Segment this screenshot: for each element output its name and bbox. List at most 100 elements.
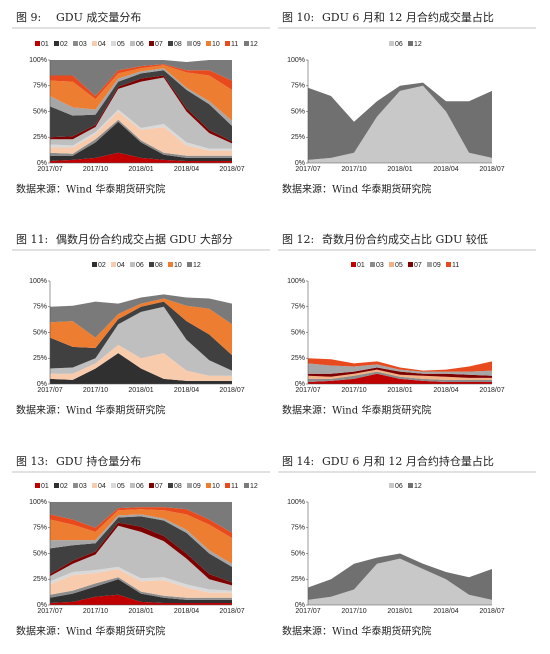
legend-swatch — [408, 41, 413, 46]
figure-label: 图 10: — [282, 11, 314, 24]
y-tick-label: 75% — [291, 83, 305, 90]
x-tick-label: 2018/04 — [433, 387, 458, 394]
area-series — [50, 60, 232, 97]
legend-swatch — [370, 262, 375, 267]
x-tick-label: 2018/07 — [219, 608, 244, 615]
source-note: 数据来源：Wind 华泰期货研究院 — [16, 625, 165, 638]
x-tick-label: 2017/10 — [83, 608, 108, 615]
x-tick-label: 2018/01 — [128, 387, 153, 394]
legend-swatch — [225, 483, 230, 488]
y-tick-label: 25% — [291, 355, 305, 362]
x-tick-label: 2018/04 — [174, 608, 199, 615]
legend-swatch — [54, 483, 59, 488]
area-series — [50, 109, 232, 151]
y-tick-label: 75% — [33, 525, 47, 532]
area-series — [50, 566, 232, 593]
figure-label: 图 9: — [16, 11, 41, 24]
x-tick-label: 2018/07 — [479, 166, 504, 173]
x-tick-label: 2018/07 — [219, 166, 244, 173]
legend-swatch — [187, 483, 192, 488]
area-series — [50, 568, 232, 598]
y-tick-label: 50% — [33, 108, 47, 115]
y-tick-label: 25% — [291, 134, 305, 141]
legend-swatch — [92, 483, 97, 488]
legend-swatch — [130, 262, 135, 267]
x-tick-label: 2018/07 — [219, 387, 244, 394]
legend-swatch — [446, 262, 451, 267]
legend-label: 12 — [193, 262, 201, 269]
legend-label: 01 — [41, 483, 49, 490]
area-series — [308, 553, 492, 600]
source-note: 数据来源：Wind 华泰期货研究院 — [282, 404, 431, 417]
source-note: 数据来源：Wind 华泰期货研究院 — [16, 404, 165, 417]
legend-swatch — [225, 41, 230, 46]
legend-swatch — [408, 262, 413, 267]
legend-label: 05 — [395, 262, 403, 269]
x-tick-label: 2017/10 — [341, 608, 366, 615]
legend-swatch — [73, 483, 78, 488]
legend-swatch — [35, 483, 40, 488]
x-tick-label: 2017/07 — [37, 166, 62, 173]
x-tick-label: 2017/07 — [37, 608, 62, 615]
legend-label: 04 — [98, 483, 106, 490]
y-tick-label: 50% — [291, 550, 305, 557]
area-series — [50, 111, 232, 156]
y-tick-label: 0% — [295, 602, 305, 609]
legend-label: 07 — [155, 483, 163, 490]
x-tick-label: 2017/07 — [295, 608, 320, 615]
area-series — [50, 579, 232, 603]
area-series — [50, 68, 232, 126]
legend-label: 12 — [414, 483, 422, 490]
legend-label: 11 — [231, 41, 238, 48]
legend-swatch — [111, 483, 116, 488]
legend-label: 04 — [98, 41, 106, 48]
legend-label: 02 — [60, 41, 68, 48]
source-note: 数据来源：Wind 华泰期货研究院 — [282, 625, 431, 638]
x-tick-label: 2018/01 — [128, 166, 153, 173]
legend-label: 06 — [136, 262, 144, 269]
y-tick-label: 100% — [287, 278, 305, 285]
area-series — [50, 594, 232, 605]
figure-title: GDU 6 月和 12 月合约成交量占比 — [322, 10, 494, 24]
legend-label: 03 — [79, 41, 87, 48]
legend-swatch — [111, 41, 116, 46]
y-tick-label: 0% — [295, 381, 305, 388]
area-series — [50, 301, 232, 371]
legend-swatch — [168, 483, 173, 488]
legend-label: 01 — [357, 262, 365, 269]
area-series — [308, 369, 492, 380]
y-tick-label: 75% — [291, 525, 305, 532]
y-tick-label: 75% — [291, 304, 305, 311]
source-note: 数据来源：Wind 华泰期货研究院 — [16, 183, 165, 196]
figure-label: 图 12: — [282, 233, 314, 246]
legend-swatch — [92, 262, 97, 267]
figure-title: GDU 成交量分布 — [56, 10, 141, 24]
x-tick-label: 2017/07 — [37, 387, 62, 394]
area-series — [50, 522, 232, 586]
legend-swatch — [206, 483, 211, 488]
legend-swatch — [73, 41, 78, 46]
legend-swatch — [111, 262, 116, 267]
area-series — [308, 367, 492, 378]
legend-label: 02 — [60, 483, 68, 490]
legend-swatch — [408, 483, 413, 488]
legend-swatch — [149, 262, 154, 267]
area-series — [50, 577, 232, 600]
legend-label: 08 — [174, 41, 182, 48]
area-series — [308, 558, 492, 605]
figure-title: GDU 持仓量分布 — [56, 454, 141, 468]
legend-swatch — [149, 41, 154, 46]
area-series — [50, 344, 232, 381]
legend-label: 04 — [117, 262, 125, 269]
x-tick-label: 2018/07 — [479, 608, 504, 615]
legend-label: 10 — [174, 262, 182, 269]
y-tick-label: 100% — [287, 499, 305, 506]
legend-label: 09 — [193, 41, 201, 48]
legend-label: 11 — [231, 483, 238, 490]
area-series — [50, 121, 232, 161]
figure-label: 图 11: — [16, 233, 48, 246]
x-tick-label: 2018/04 — [433, 166, 458, 173]
legend-swatch — [351, 262, 356, 267]
y-tick-label: 50% — [33, 550, 47, 557]
